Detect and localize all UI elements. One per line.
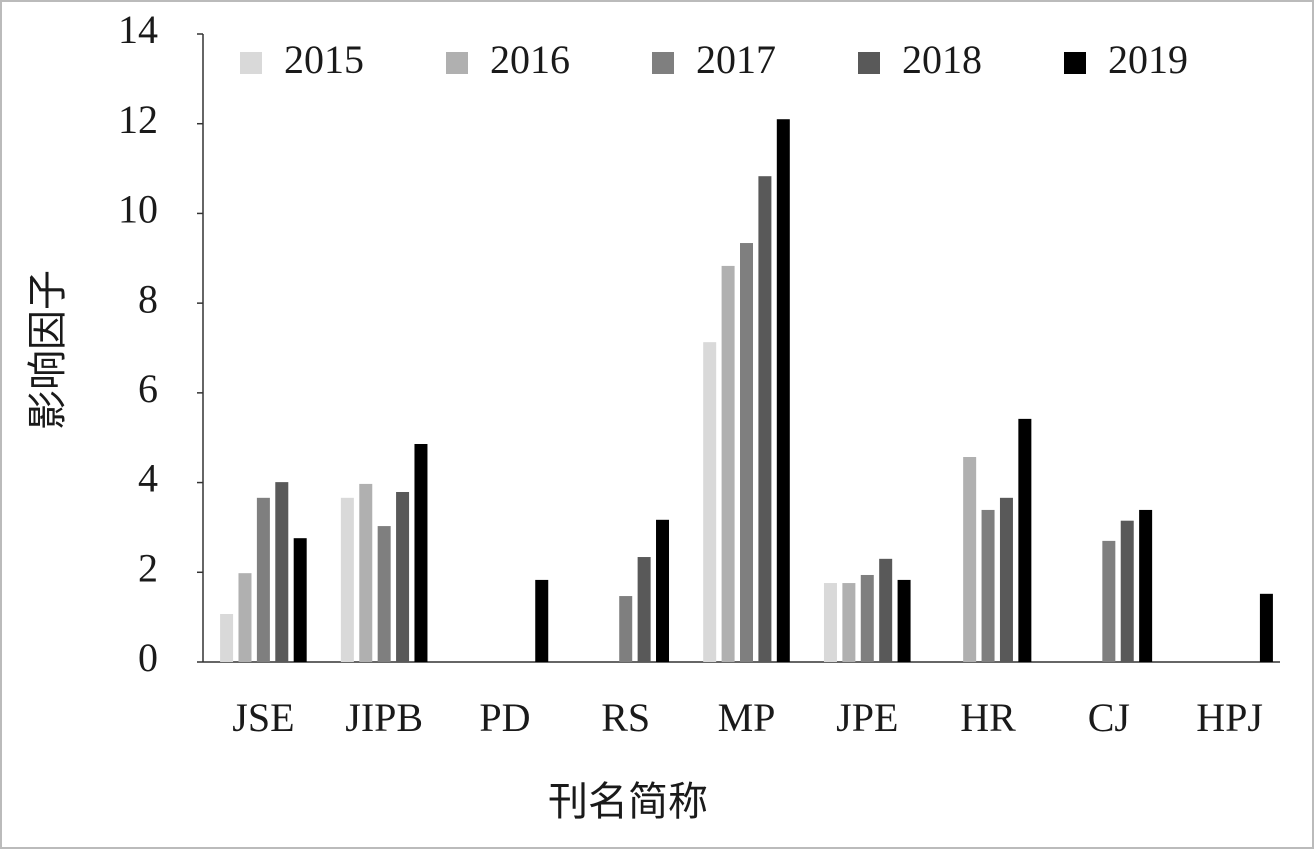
bar: [721, 265, 735, 662]
bar: [414, 443, 428, 662]
bar: [1120, 520, 1134, 662]
y-tick-label: 0: [138, 635, 158, 680]
bar: [776, 119, 790, 662]
y-tick-label: 14: [118, 7, 158, 52]
bar: [1259, 593, 1273, 662]
x-tick-label: CJ: [1088, 695, 1130, 740]
x-tick-label: HR: [960, 695, 1016, 740]
legend-swatch: [652, 52, 674, 74]
bar: [619, 596, 633, 662]
x-tick-label: PD: [479, 695, 530, 740]
bar: [238, 573, 252, 662]
legend-label: 2015: [284, 37, 364, 82]
bar: [535, 579, 549, 662]
bar: [220, 614, 234, 662]
bar: [340, 497, 354, 662]
bar: [637, 557, 651, 662]
bar: [860, 574, 874, 662]
y-tick-label: 8: [138, 276, 158, 321]
y-axis-title: 影响因子: [25, 270, 70, 430]
x-tick-label: JPE: [836, 695, 898, 740]
bar: [359, 483, 373, 662]
bar: [377, 526, 391, 662]
legend-swatch: [1064, 52, 1086, 74]
bar: [1102, 540, 1116, 662]
legend-swatch: [240, 52, 262, 74]
bar: [981, 509, 995, 662]
bar: [1139, 509, 1153, 662]
legend-label: 2018: [902, 37, 982, 82]
y-tick-label: 12: [118, 97, 158, 142]
y-tick-label: 2: [138, 545, 158, 590]
bar: [842, 583, 856, 662]
bar: [823, 583, 837, 662]
bar: [740, 243, 753, 662]
legend-label: 2016: [490, 37, 570, 82]
bar: [1018, 418, 1032, 662]
bar: [758, 176, 772, 662]
bar: [656, 519, 670, 662]
x-tick-label: JIPB: [345, 695, 423, 740]
x-tick-label: JSE: [232, 695, 294, 740]
bar: [293, 538, 307, 662]
bar: [879, 558, 893, 662]
legend-label: 2017: [696, 37, 776, 82]
bar: [275, 482, 289, 662]
x-tick-label: MP: [718, 695, 776, 740]
y-tick-label: 6: [138, 366, 158, 411]
legend-swatch: [446, 52, 468, 74]
y-tick-label: 10: [118, 187, 158, 232]
x-tick-label: RS: [601, 695, 650, 740]
bar: [963, 457, 977, 662]
bar: [999, 497, 1013, 662]
y-tick-label: 4: [138, 456, 158, 501]
bar: [256, 497, 270, 662]
bar: [396, 491, 410, 662]
x-tick-label: HPJ: [1196, 695, 1263, 740]
bar: [897, 579, 911, 662]
x-axis-title: 刊名简称: [548, 779, 708, 824]
legend-swatch: [858, 52, 880, 74]
legend-label: 2019: [1108, 37, 1188, 82]
bar: [703, 342, 717, 662]
